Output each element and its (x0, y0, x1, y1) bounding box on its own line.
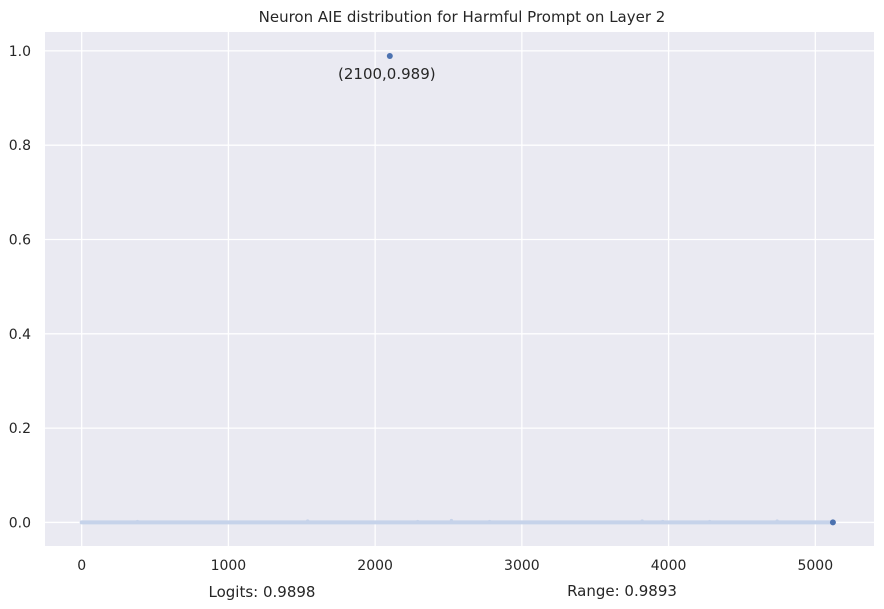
y-tick-label: 0.2 (9, 421, 31, 437)
x-tick-label: 3000 (504, 558, 540, 574)
x-tick-label: 5000 (797, 558, 833, 574)
range-label: Range: 0.9893 (567, 582, 677, 600)
x-tick-label: 2000 (357, 558, 393, 574)
data-point (829, 519, 836, 526)
data-point (640, 519, 644, 523)
y-tick-label: 0.0 (9, 515, 31, 531)
data-point (661, 519, 665, 524)
y-tick-label: 0.8 (9, 138, 31, 154)
data-point (416, 519, 420, 524)
y-tick-label: 0.4 (9, 327, 31, 343)
data-point (386, 53, 393, 60)
chart-title: Neuron AIE distribution for Harmful Prom… (259, 8, 666, 26)
annotation-label: (2100,0.989) (338, 65, 436, 83)
logits-label: Logits: 0.9898 (209, 583, 316, 601)
data-point (449, 518, 454, 523)
data-point (80, 520, 84, 525)
plot-area (45, 32, 874, 546)
y-tick-label: 0.6 (9, 232, 31, 248)
data-point (135, 519, 140, 524)
x-tick-label: 4000 (651, 558, 687, 574)
y-tick-label: 1.0 (9, 44, 31, 60)
x-tick-label: 0 (77, 558, 86, 574)
data-point (775, 519, 779, 523)
data-point (306, 519, 310, 523)
data-point (708, 519, 712, 524)
x-tick-label: 1000 (211, 558, 247, 574)
data-point (487, 519, 492, 524)
data-layer (79, 53, 836, 526)
tick-labels: 0 1000 2000 3000 4000 5000 0.0 0.2 0.4 0.6 0.8 1.0 (9, 44, 833, 574)
